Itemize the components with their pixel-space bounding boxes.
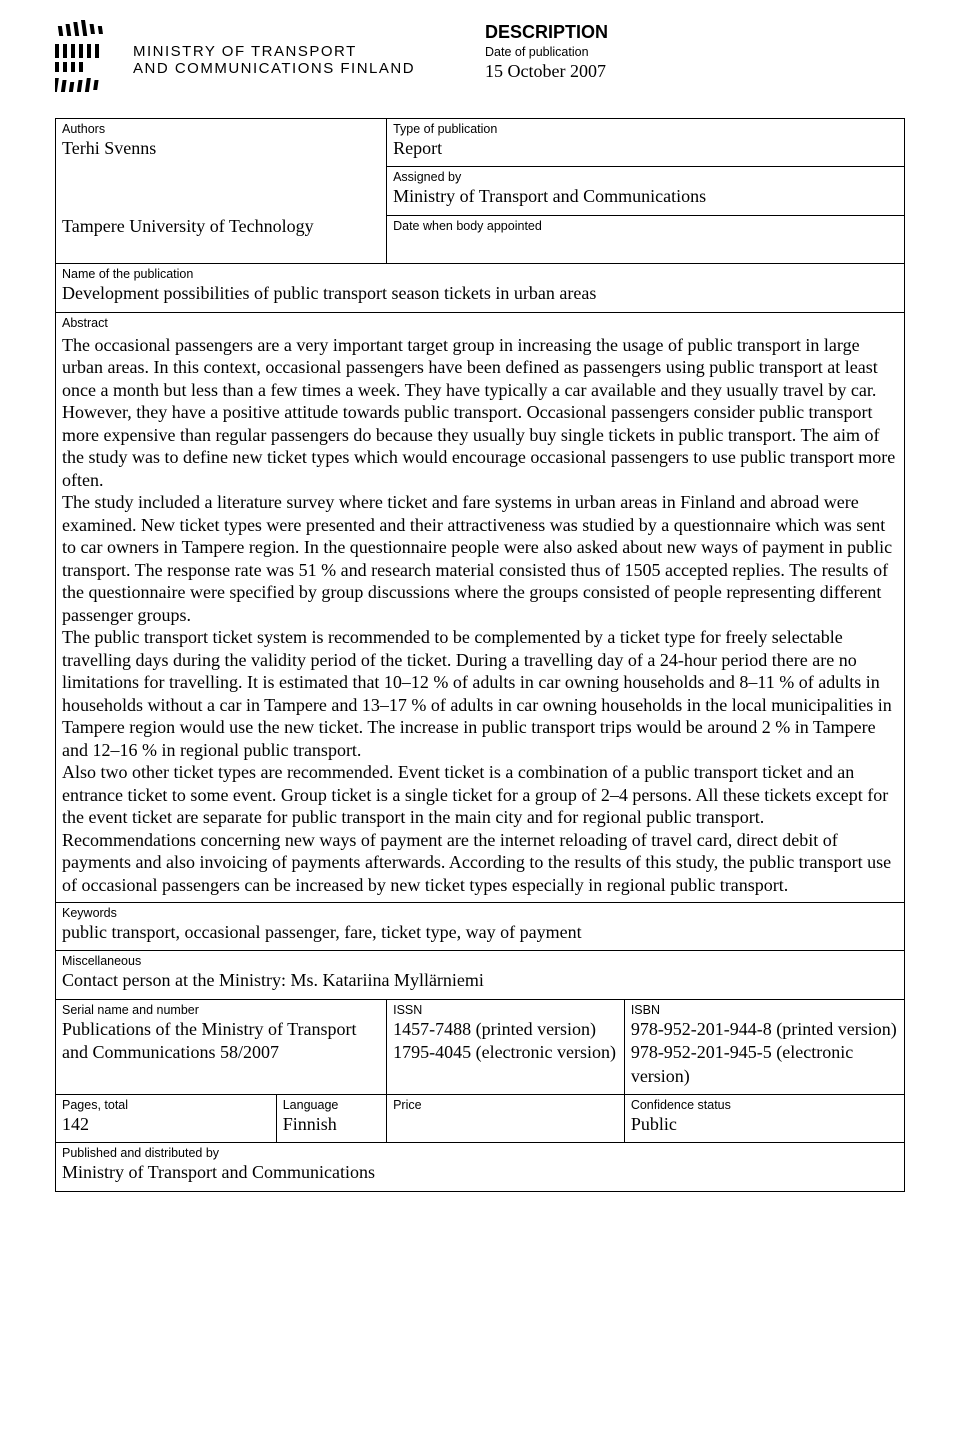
serial-label: Serial name and number	[62, 1003, 380, 1017]
assigned-by-value: Ministry of Transport and Communications	[393, 185, 898, 208]
type-value: Report	[393, 137, 898, 160]
date-of-publication: 15 October 2007	[485, 59, 905, 83]
assigned-by-label: Assigned by	[393, 170, 898, 184]
price-value	[393, 1113, 618, 1136]
authors-value: Terhi Svenns	[62, 137, 380, 160]
abstract-label: Abstract	[62, 316, 898, 330]
issn-line2: 1795-4045 (electronic version)	[393, 1041, 618, 1064]
isbn-line1: 978-952-201-944-8 (printed version)	[631, 1018, 898, 1041]
keywords-value: public transport, occasional passenger, …	[62, 921, 898, 944]
keywords-label: Keywords	[62, 906, 898, 920]
name-of-publication-value: Development possibilities of public tran…	[62, 282, 898, 305]
date-appointed-label: Date when body appointed	[393, 219, 898, 233]
authors-label: Authors	[62, 122, 380, 136]
serial-value: Publications of the Ministry of Transpor…	[62, 1018, 380, 1065]
page-header: MINISTRY OF TRANSPORT AND COMMUNICATIONS…	[55, 20, 905, 100]
ministry-name: MINISTRY OF TRANSPORT AND COMMUNICATIONS…	[133, 43, 415, 78]
abstract-p2: The study included a literature survey w…	[62, 491, 898, 626]
metadata-table: Authors Terhi Svenns Tampere University …	[55, 118, 905, 1192]
published-by-label: Published and distributed by	[62, 1146, 898, 1160]
description-title: DESCRIPTION	[485, 22, 905, 43]
misc-label: Miscellaneous	[62, 954, 898, 968]
isbn-label: ISBN	[631, 1003, 898, 1017]
date-of-publication-label: Date of publication	[485, 45, 905, 59]
abstract-p4: Also two other ticket types are recommen…	[62, 761, 898, 896]
abstract-p1: The occasional passengers are a very imp…	[62, 334, 898, 492]
ministry-name-line1: MINISTRY OF TRANSPORT	[133, 43, 415, 60]
date-appointed-value	[393, 234, 898, 257]
pages-label: Pages, total	[62, 1098, 270, 1112]
ministry-name-line2: AND COMMUNICATIONS FINLAND	[133, 60, 415, 77]
description-block: DESCRIPTION Date of publication 15 Octob…	[485, 20, 905, 83]
price-label: Price	[393, 1098, 618, 1112]
confidence-label: Confidence status	[631, 1098, 898, 1112]
published-by-value: Ministry of Transport and Communications	[62, 1161, 898, 1184]
language-label: Language	[283, 1098, 380, 1112]
language-value: Finnish	[283, 1113, 380, 1136]
abstract-p3: The public transport ticket system is re…	[62, 626, 898, 761]
pages-value: 142	[62, 1113, 270, 1136]
ministry-logo-icon	[55, 20, 125, 100]
institution-value: Tampere University of Technology	[62, 215, 380, 238]
misc-value: Contact person at the Ministry: Ms. Kata…	[62, 969, 898, 992]
issn-label: ISSN	[393, 1003, 618, 1017]
isbn-line2: 978-952-201-945-5 (electronic version)	[631, 1041, 898, 1088]
name-of-publication-label: Name of the publication	[62, 267, 898, 281]
ministry-logo-block: MINISTRY OF TRANSPORT AND COMMUNICATIONS…	[55, 20, 485, 100]
type-label: Type of publication	[393, 122, 898, 136]
confidence-value: Public	[631, 1113, 898, 1136]
issn-line1: 1457-7488 (printed version)	[393, 1018, 618, 1041]
